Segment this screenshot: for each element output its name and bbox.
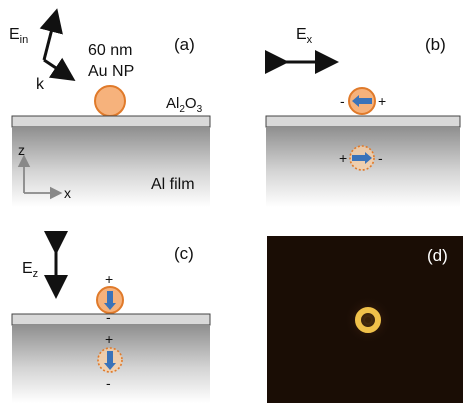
image-plus-sign-c: + — [105, 331, 113, 347]
dipole-arrow-down-icon — [104, 291, 116, 310]
gold-nanoparticle — [94, 85, 126, 117]
panel-d-label: (d) — [427, 246, 448, 265]
oxide-label: Al2O3 — [166, 95, 203, 115]
al-film — [12, 127, 210, 207]
scattering-ring — [355, 307, 381, 333]
panel-c-label: (c) — [174, 244, 194, 263]
oxide-slab-c — [11, 313, 211, 326]
np-minus-sign: - — [340, 93, 345, 109]
np-type-label: Au NP — [88, 63, 134, 80]
dipole-arrow-left-icon — [352, 95, 372, 107]
np-minus-sign-c: - — [106, 309, 111, 325]
k-arrow — [43, 57, 76, 81]
z-axis-label: z — [18, 142, 25, 158]
oxide-slab-b — [265, 115, 461, 128]
panel-b: Ex (b) - + + - — [265, 26, 461, 207]
panel-a-label: (a) — [174, 35, 195, 54]
image-minus-sign-c: - — [106, 375, 111, 391]
e-z-label: Ez — [22, 260, 38, 280]
image-dipole-arrow-down-icon — [104, 351, 116, 370]
x-axis-label: x — [64, 185, 71, 201]
oxide-slab — [11, 115, 211, 128]
image-plus-sign: + — [339, 150, 347, 166]
np-size-label: 60 nm — [88, 42, 132, 59]
image-dipole-arrow-right-icon — [352, 152, 372, 164]
film-label: Al film — [151, 176, 195, 193]
k-label: k — [36, 76, 45, 93]
scattering-core — [365, 317, 371, 323]
image-minus-sign: - — [378, 150, 383, 166]
panel-b-label: (b) — [425, 35, 446, 54]
np-plus-sign: + — [378, 93, 386, 109]
e-in-arrow — [39, 8, 63, 61]
panel-d: (d) — [267, 236, 463, 403]
panel-c: Ez (c) + - + - — [11, 231, 211, 403]
e-in-label: Ein — [9, 26, 28, 46]
panel-a: Ein k 60 nm Au NP (a) Al2O3 z x Al film — [9, 8, 211, 207]
np-plus-sign-c: + — [105, 271, 113, 287]
e-x-label: Ex — [296, 26, 313, 46]
